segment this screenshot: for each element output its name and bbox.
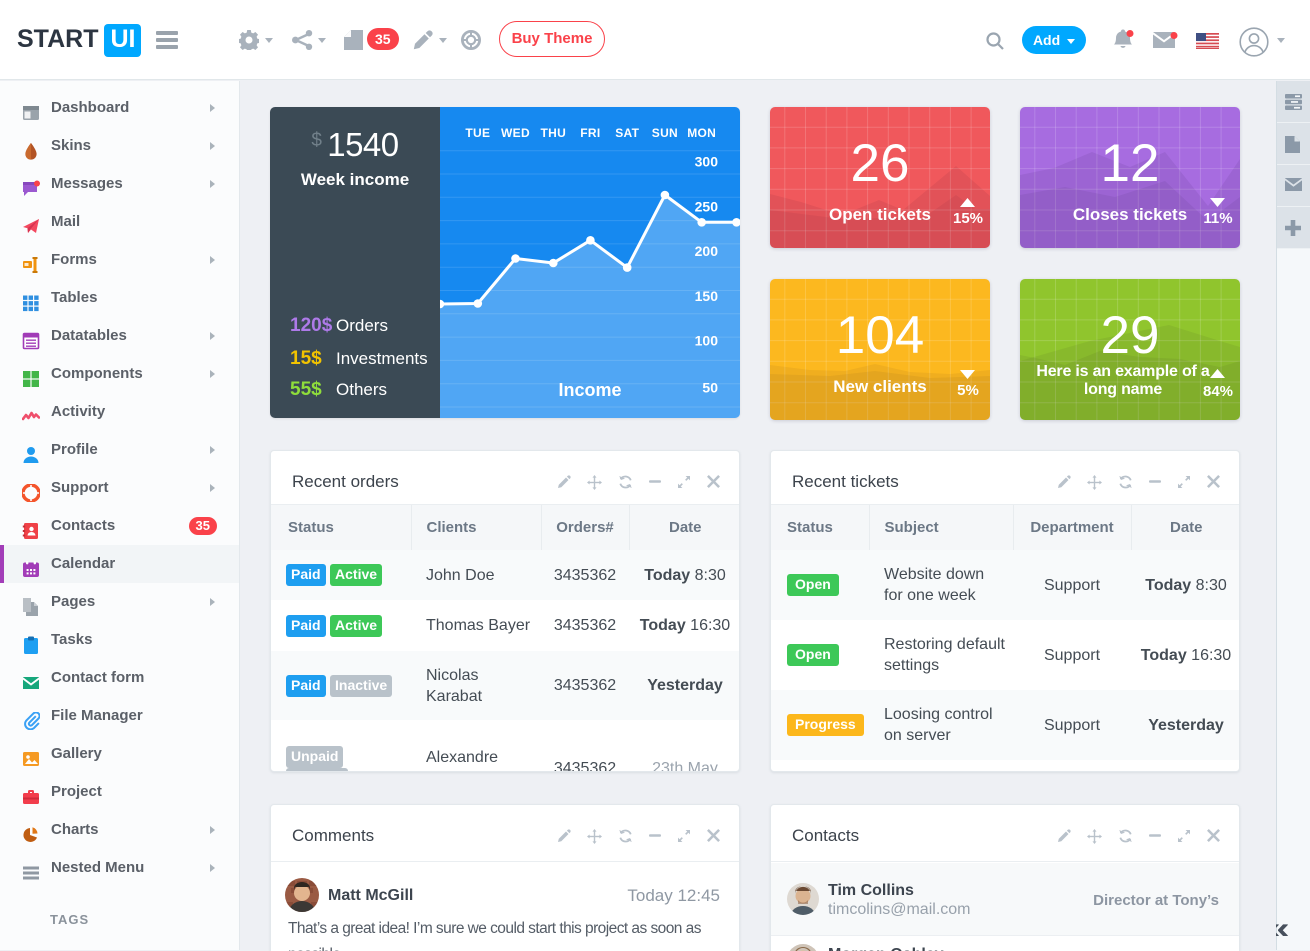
svg-text:SAT: SAT (615, 126, 639, 140)
svg-text:FRI: FRI (580, 126, 600, 140)
svg-text:MON: MON (687, 126, 716, 140)
svg-text:Income: Income (558, 380, 621, 400)
svg-text:200: 200 (695, 243, 719, 259)
svg-text:100: 100 (695, 332, 719, 348)
svg-text:300: 300 (695, 153, 719, 169)
svg-text:THU: THU (541, 126, 567, 140)
svg-text:150: 150 (695, 288, 719, 304)
svg-text:50: 50 (702, 380, 718, 396)
svg-text:SUN: SUN (652, 126, 678, 140)
svg-text:250: 250 (695, 199, 719, 215)
svg-text:TUE: TUE (465, 126, 490, 140)
svg-text:WED: WED (501, 126, 530, 140)
